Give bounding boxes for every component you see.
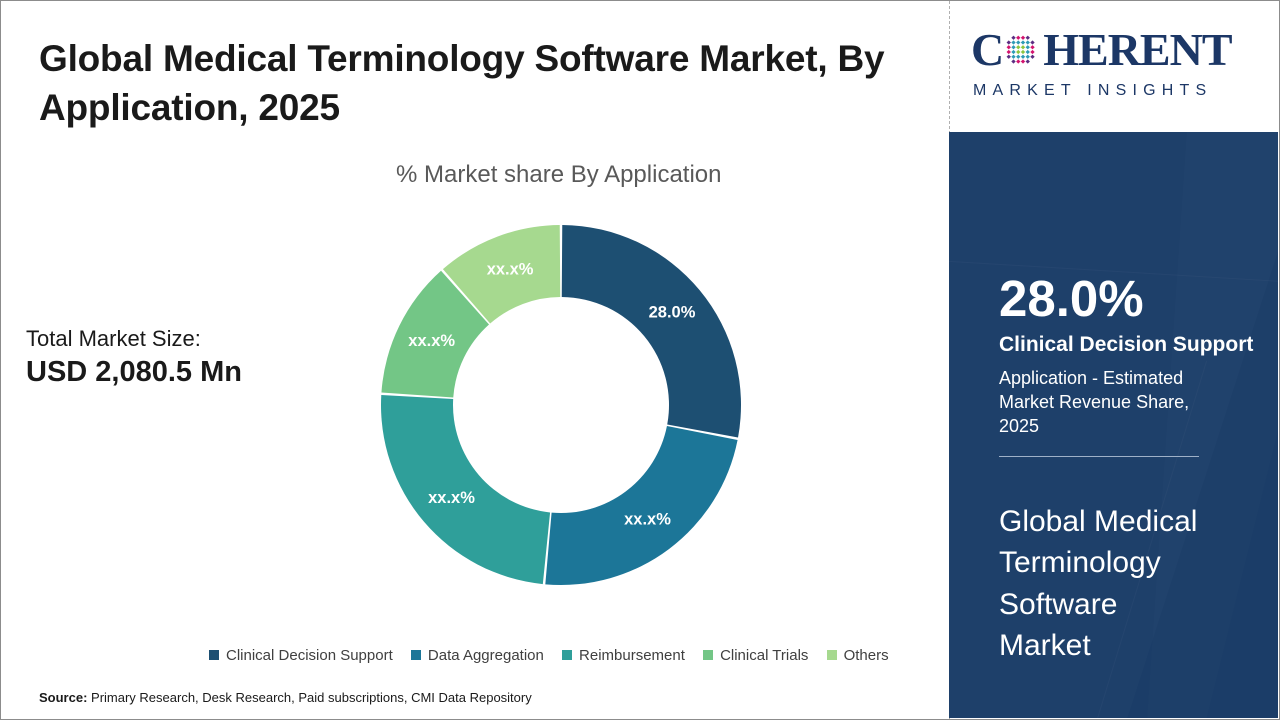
svg-text:xx.x%: xx.x% (428, 489, 475, 507)
svg-text:xx.x%: xx.x% (487, 261, 534, 279)
svg-text:xx.x%: xx.x% (408, 332, 455, 350)
svg-text:xx.x%: xx.x% (624, 511, 671, 529)
svg-text:28.0%: 28.0% (649, 304, 696, 322)
